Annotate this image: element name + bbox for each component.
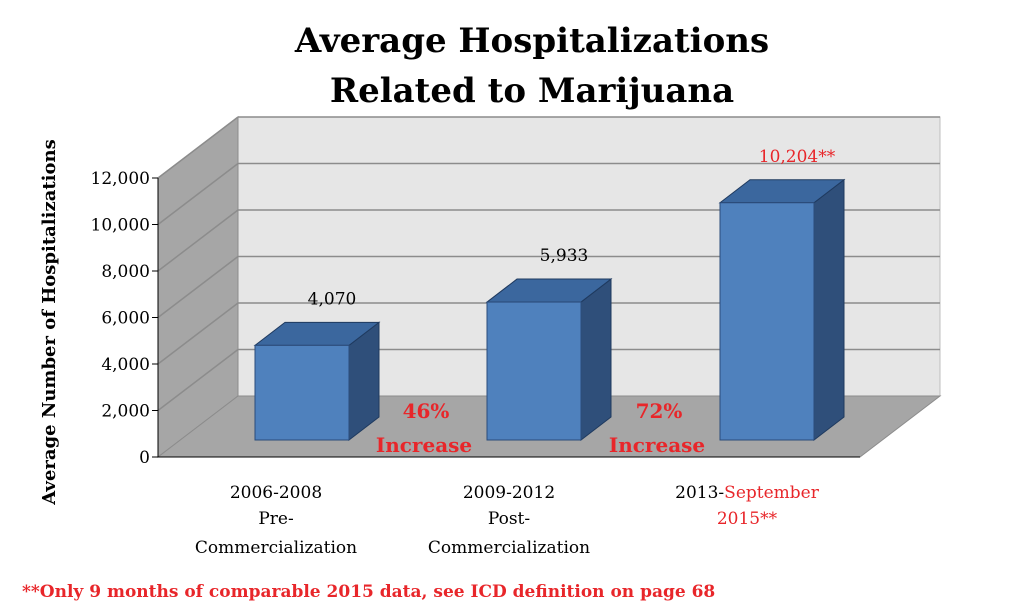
category-label: 2013-September — [675, 483, 820, 503]
chart-title-line-1: Average Hospitalizations — [294, 21, 769, 61]
gridline-side — [157, 162, 239, 226]
category-label-part: 2015** — [717, 509, 778, 529]
y-tick-label: 0 — [139, 448, 150, 468]
category-label: Post- — [488, 509, 530, 529]
increase-percent: 72% — [636, 399, 683, 423]
category-label: 2006-2008 — [230, 483, 322, 503]
bar-side — [813, 178, 845, 442]
chart-title-line-2: Related to Marijuana — [330, 71, 734, 111]
bar-front — [486, 301, 582, 441]
gridline-side — [157, 116, 239, 179]
y-axis-label: Average Number of Hospitalizations — [39, 139, 60, 505]
y-tick-label: 10,000 — [91, 216, 150, 236]
category-label-part: 2013- — [675, 483, 724, 503]
data-labels: 4,070 5,933 10,204** — [308, 147, 836, 310]
y-tick-label: 2,000 — [101, 402, 150, 422]
bar — [485, 278, 613, 442]
bar-front — [719, 202, 815, 441]
category-label: Commercialization — [195, 538, 357, 558]
y-tick-label: 4,000 — [101, 355, 150, 375]
annotations: 46% Increase 72% Increase — [376, 399, 705, 457]
category-label: 2009-2012 — [463, 483, 555, 503]
category-label-part: 2006-2008 — [230, 483, 322, 503]
y-tick-label: 12,000 — [91, 169, 150, 189]
data-label: 5,933 — [540, 246, 589, 266]
increase-label: Increase — [609, 433, 705, 457]
category-label: Commercialization — [428, 538, 590, 558]
increase-percent: 46% — [403, 399, 450, 423]
category-label-part: Pre- — [258, 509, 293, 529]
gridline-side — [157, 255, 239, 319]
chart-title: Average Hospitalizations Related to Mari… — [294, 21, 769, 111]
gridline-side — [157, 209, 239, 272]
data-label: 10,204** — [759, 147, 836, 167]
increase-label: Increase — [376, 433, 472, 457]
footnote: **Only 9 months of comparable 2015 data,… — [22, 582, 715, 602]
gridline-side — [157, 348, 239, 412]
gridline-side — [157, 302, 239, 365]
category-label-part: Commercialization — [195, 538, 357, 558]
category-label-part: Commercialization — [428, 538, 590, 558]
category-label-part: Post- — [488, 509, 530, 529]
y-tick-label: 6,000 — [101, 309, 150, 329]
bar — [253, 321, 381, 442]
bar-front — [254, 344, 350, 441]
y-tick-label: 8,000 — [101, 262, 150, 282]
category-label: Pre- — [258, 509, 293, 529]
category-label-part: September — [724, 483, 820, 503]
bar-side — [580, 278, 612, 442]
bar — [718, 178, 846, 442]
y-axis-ticks: 0 2,000 4,000 6,000 8,000 10,000 12,000 — [91, 169, 860, 468]
x-axis-categories: 2006-2008 Pre- Commercialization 2009-2012 P… — [195, 483, 820, 558]
category-label-part: 2009-2012 — [463, 483, 555, 503]
category-label: 2015** — [717, 509, 778, 529]
data-label: 4,070 — [308, 289, 357, 309]
bars — [253, 178, 846, 442]
